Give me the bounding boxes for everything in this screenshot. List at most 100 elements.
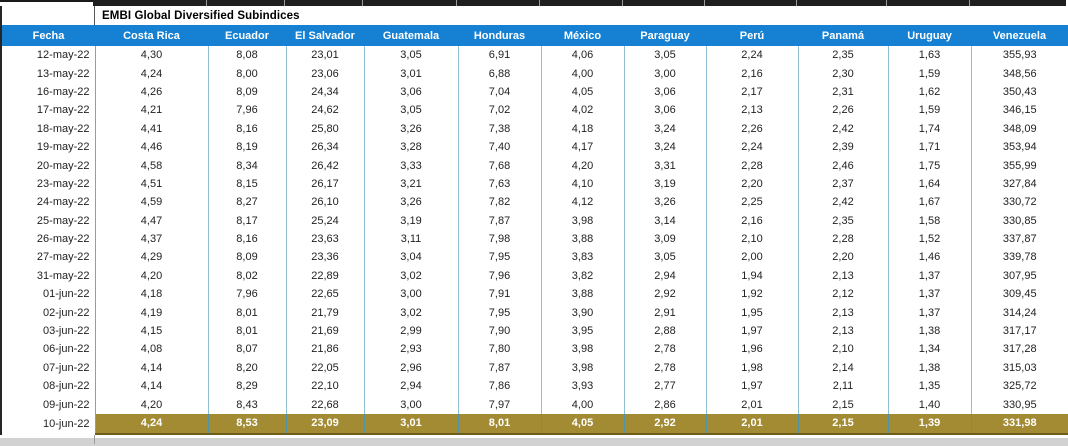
data-cell[interactable]: 1,38 (887, 358, 971, 378)
data-cell[interactable]: 1,95 (705, 303, 798, 322)
data-cell[interactable]: 3,06 (363, 82, 458, 102)
data-cell[interactable]: 2,42 (797, 119, 888, 138)
data-cell[interactable]: 8,20 (207, 358, 286, 378)
data-cell[interactable]: 1,71 (887, 137, 971, 157)
data-cell[interactable]: 7,87 (457, 211, 541, 230)
data-cell[interactable]: 6,91 (457, 46, 541, 65)
column-header-fecha[interactable]: Fecha (2, 25, 95, 46)
data-cell[interactable]: 3,00 (623, 64, 706, 83)
data-cell[interactable]: 6,88 (457, 64, 541, 83)
date-cell[interactable]: 13-may-22 (2, 64, 96, 83)
data-cell[interactable]: 331,98 (970, 413, 1068, 435)
data-cell[interactable]: 8,27 (207, 193, 286, 212)
data-cell[interactable]: 2,16 (705, 64, 798, 83)
data-cell[interactable]: 3,19 (623, 174, 706, 194)
data-cell[interactable]: 4,20 (140, 398, 163, 411)
data-cell[interactable]: 4,20 (140, 269, 163, 282)
data-cell[interactable]: 3,05 (623, 248, 706, 267)
data-cell[interactable]: 26,17 (285, 174, 364, 194)
data-cell[interactable]: 355,93 (970, 46, 1068, 65)
column-header-el-salvador[interactable]: El Salvador (286, 25, 364, 46)
data-cell[interactable]: 4,47 (140, 214, 163, 227)
data-cell[interactable]: 26,34 (285, 137, 364, 157)
data-cell[interactable]: 8,53 (207, 413, 286, 435)
data-cell[interactable]: 3,33 (363, 156, 458, 175)
data-cell[interactable]: 1,63 (887, 46, 971, 65)
column-header-venezuela[interactable]: Venezuela (971, 25, 1068, 46)
data-cell[interactable]: 2,86 (623, 395, 706, 414)
data-cell[interactable]: 2,00 (705, 248, 798, 267)
data-cell[interactable]: 4,18 (140, 288, 163, 301)
date-cell[interactable]: 07-jun-22 (2, 358, 96, 378)
data-cell[interactable]: 4,00 (540, 395, 624, 414)
data-cell[interactable]: 1,59 (887, 64, 971, 83)
data-cell[interactable]: 317,28 (970, 340, 1068, 359)
data-cell[interactable]: 1,39 (887, 413, 971, 435)
data-cell[interactable]: 2,28 (705, 156, 798, 175)
data-cell[interactable]: 3,82 (540, 266, 624, 286)
data-cell[interactable]: 1,58 (887, 211, 971, 230)
data-cell[interactable]: 2,26 (705, 119, 798, 138)
data-cell[interactable]: 2,92 (623, 413, 706, 435)
data-cell[interactable]: 3,00 (363, 285, 458, 304)
data-cell[interactable]: 3,00 (363, 395, 458, 414)
data-cell[interactable]: 7,87 (457, 358, 541, 378)
data-cell[interactable]: 4,17 (540, 137, 624, 157)
data-cell[interactable]: 2,13 (705, 101, 798, 120)
data-cell[interactable]: 337,87 (970, 229, 1068, 249)
data-cell[interactable]: 2,94 (623, 266, 706, 286)
column-header-paraguay[interactable]: Paraguay (624, 25, 706, 46)
data-cell[interactable]: 330,95 (970, 395, 1068, 414)
data-cell[interactable]: 309,45 (970, 285, 1068, 304)
data-cell[interactable]: 4,24 (140, 67, 163, 80)
data-cell[interactable]: 4,12 (540, 193, 624, 212)
data-cell[interactable]: 8,16 (207, 119, 286, 138)
column-header-honduras[interactable]: Honduras (458, 25, 541, 46)
date-cell[interactable]: 26-may-22 (2, 229, 96, 249)
data-cell[interactable]: 1,67 (887, 193, 971, 212)
data-cell[interactable]: 8,34 (207, 156, 286, 175)
data-cell[interactable]: 22,05 (285, 358, 364, 378)
data-cell[interactable]: 348,56 (970, 64, 1068, 83)
data-cell[interactable]: 1,37 (887, 266, 971, 286)
column-header-per-[interactable]: Perú (706, 25, 798, 46)
data-cell[interactable]: 4,30 (140, 49, 163, 62)
data-cell[interactable]: 1,92 (705, 285, 798, 304)
data-cell[interactable]: 3,26 (363, 119, 458, 138)
data-cell[interactable]: 7,80 (457, 340, 541, 359)
data-cell[interactable]: 3,93 (540, 377, 624, 396)
data-cell[interactable]: 1,59 (887, 101, 971, 120)
data-cell[interactable]: 3,24 (623, 137, 706, 157)
data-cell[interactable]: 3,98 (540, 340, 624, 359)
date-cell[interactable]: 27-may-22 (2, 248, 96, 267)
data-cell[interactable]: 8,09 (207, 82, 286, 102)
data-cell[interactable]: 350,43 (970, 82, 1068, 102)
data-cell[interactable]: 3,01 (363, 64, 458, 83)
data-cell[interactable]: 22,65 (285, 285, 364, 304)
column-header-costa-rica[interactable]: Costa Rica (95, 25, 208, 46)
data-cell[interactable]: 3,26 (623, 193, 706, 212)
data-cell[interactable]: 2,15 (797, 413, 888, 435)
data-cell[interactable]: 8,01 (207, 303, 286, 322)
data-cell[interactable]: 1,38 (887, 321, 971, 341)
data-cell[interactable]: 3,88 (540, 229, 624, 249)
data-cell[interactable]: 2,24 (705, 137, 798, 157)
data-cell[interactable]: 1,37 (887, 303, 971, 322)
date-cell[interactable]: 24-may-22 (2, 193, 96, 212)
data-cell[interactable]: 3,05 (363, 101, 458, 120)
data-cell[interactable]: 7,90 (457, 321, 541, 341)
data-cell[interactable]: 25,24 (285, 211, 364, 230)
date-cell[interactable]: 31-may-22 (2, 266, 96, 286)
data-cell[interactable]: 1,98 (705, 358, 798, 378)
data-cell[interactable]: 4,19 (140, 306, 163, 319)
data-cell[interactable]: 2,15 (797, 395, 888, 414)
data-cell[interactable]: 1,62 (887, 82, 971, 102)
data-cell[interactable]: 3,05 (623, 46, 706, 65)
data-cell[interactable]: 23,06 (285, 64, 364, 83)
data-cell[interactable]: 3,21 (363, 174, 458, 194)
data-cell[interactable]: 2,88 (623, 321, 706, 341)
date-cell[interactable]: 25-may-22 (2, 211, 96, 230)
data-cell[interactable]: 314,24 (970, 303, 1068, 322)
data-cell[interactable]: 3,06 (623, 101, 706, 120)
data-cell[interactable]: 7,04 (457, 82, 541, 102)
